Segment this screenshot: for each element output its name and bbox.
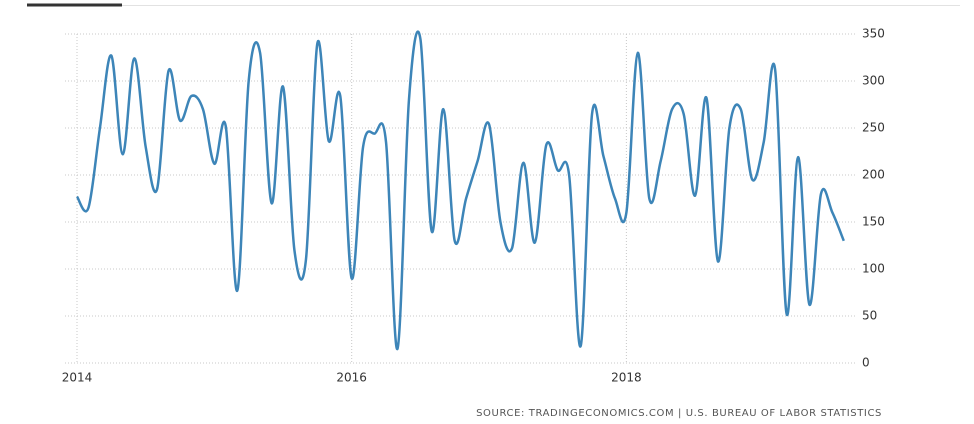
y-tick-label: 0 (862, 356, 870, 370)
y-tick-label: 200 (862, 168, 885, 182)
source: SOURCE: TRADINGECONOMICS.COM | U.S. BURE… (476, 408, 882, 419)
x-tick-label: 2016 (336, 371, 367, 385)
y-tick-label: 350 (862, 27, 885, 41)
line (75, 30, 845, 351)
y-tick-label: 50 (862, 309, 877, 323)
y-tick-label: 150 (862, 215, 885, 229)
y-tick-label: 300 (862, 74, 885, 88)
y-tick-label: 100 (862, 262, 885, 276)
x-tick-label: 2018 (611, 371, 642, 385)
x-tick-label: 2014 (62, 371, 93, 385)
y-tick-label: 250 (862, 121, 885, 135)
